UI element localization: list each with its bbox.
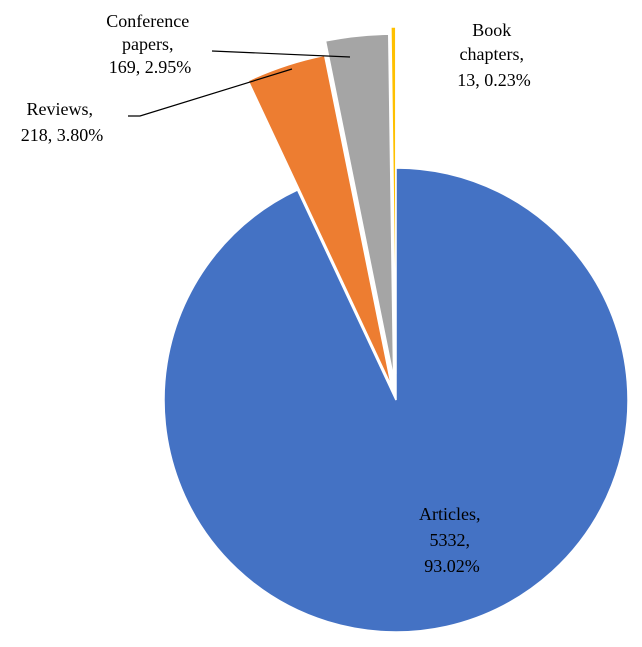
label-conference: Conference papers, 169, 2.95%	[106, 11, 193, 77]
leader-lines	[128, 50, 351, 117]
slice-articles	[163, 167, 629, 633]
slice-conference	[324, 33, 395, 379]
label-conference-line-1: Conference	[106, 11, 189, 31]
label-book: Book chapters, 13, 0.23%	[457, 20, 531, 90]
label-articles-line-2: 5332,	[430, 530, 471, 550]
leader-conference	[211, 50, 351, 58]
label-reviews: Reviews, 218, 3.80%	[21, 99, 104, 145]
label-book-line-3: 13, 0.23%	[457, 70, 531, 90]
label-conference-line-2: papers,	[122, 34, 173, 54]
label-articles-line-1: Articles,	[419, 504, 480, 524]
pie-slices	[163, 26, 629, 633]
label-reviews-line-1: Reviews,	[27, 99, 94, 119]
slice-book	[390, 26, 397, 375]
label-book-line-1: Book	[472, 20, 511, 40]
label-conference-line-3: 169, 2.95%	[109, 57, 192, 77]
label-articles: Articles, 5332, 93.02%	[419, 504, 485, 576]
label-articles-line-3: 93.02%	[424, 556, 480, 576]
label-reviews-line-2: 218, 3.80%	[21, 125, 104, 145]
leader-reviews	[128, 68, 293, 117]
label-book-line-2: chapters,	[460, 44, 524, 64]
